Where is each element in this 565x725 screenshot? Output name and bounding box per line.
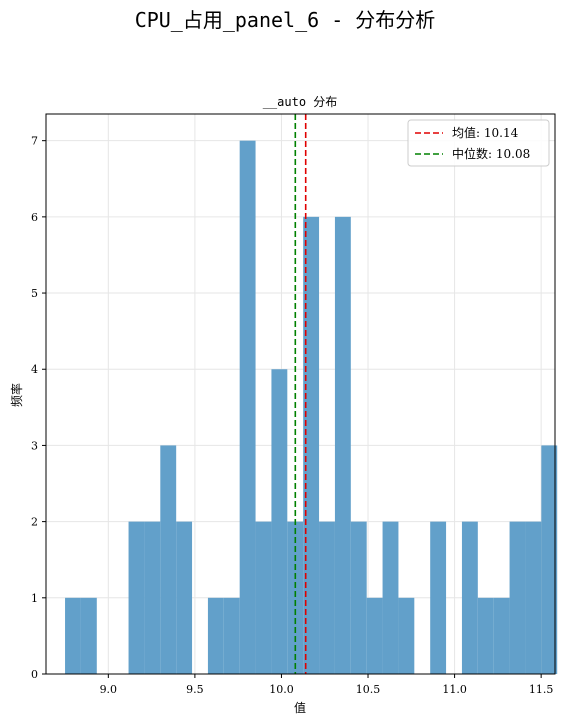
legend-label: 均值: 10.14 xyxy=(452,125,519,140)
axes-title: __auto 分布 xyxy=(263,95,338,109)
y-tick-label: 5 xyxy=(31,287,38,300)
histogram-bar xyxy=(477,597,494,674)
legend-label: 中位数: 10.08 xyxy=(452,146,530,161)
histogram-bar xyxy=(223,597,240,674)
histogram-bar xyxy=(255,521,272,674)
legend: 均值: 10.14 中位数: 10.08 xyxy=(407,119,550,167)
y-tick-label: 3 xyxy=(31,439,38,452)
histogram-bar xyxy=(541,445,558,674)
histogram-bar xyxy=(430,521,447,674)
x-axis-ticks: 9.0 9.5 10.0 10.5 11.0 11.5 xyxy=(100,674,554,696)
legend-box xyxy=(407,119,550,167)
histogram-bar xyxy=(176,521,193,674)
y-axis-ticks: 0 1 2 3 4 5 6 7 xyxy=(31,135,46,681)
axes-frame xyxy=(45,113,556,675)
histogram-bars xyxy=(65,140,558,674)
histogram-bar xyxy=(207,597,224,674)
histogram-bar xyxy=(334,216,351,674)
reference-lines xyxy=(294,114,307,674)
figure-title: CPU_占用_panel_6 - 分布分析 xyxy=(135,8,436,32)
y-tick-label: 2 xyxy=(31,516,38,529)
histogram-bar xyxy=(319,521,335,674)
x-tick-label: 10.0 xyxy=(269,683,294,696)
y-axis-label: 频率 xyxy=(9,383,24,407)
x-tick-label: 9.0 xyxy=(100,683,118,696)
histogram-bar xyxy=(65,597,81,674)
histogram-bar xyxy=(239,140,256,674)
histogram-bar xyxy=(144,521,161,674)
y-tick-label: 4 xyxy=(31,363,38,376)
y-tick-label: 0 xyxy=(31,668,38,681)
histogram-bar xyxy=(303,216,320,674)
histogram-bar xyxy=(350,521,367,674)
y-tick-label: 1 xyxy=(31,592,38,605)
x-tick-label: 9.5 xyxy=(186,683,204,696)
x-tick-label: 10.5 xyxy=(356,683,381,696)
histogram-bar xyxy=(509,521,526,674)
histogram-bar xyxy=(128,521,145,674)
histogram-bar xyxy=(366,597,383,674)
x-tick-label: 11.0 xyxy=(442,683,467,696)
histogram-bar xyxy=(461,521,478,674)
x-axis-label: 值 xyxy=(294,700,306,715)
histogram-bar xyxy=(287,521,304,674)
y-tick-label: 7 xyxy=(31,135,38,148)
histogram-bar xyxy=(271,369,288,674)
histogram-bar xyxy=(398,597,415,674)
histogram-bar xyxy=(80,597,97,674)
histogram-bar xyxy=(525,521,542,674)
histogram-bar xyxy=(160,445,177,674)
histogram-bar xyxy=(382,521,399,674)
y-tick-label: 6 xyxy=(31,211,38,224)
x-tick-label: 11.5 xyxy=(529,683,554,696)
histogram-bar xyxy=(493,597,510,674)
